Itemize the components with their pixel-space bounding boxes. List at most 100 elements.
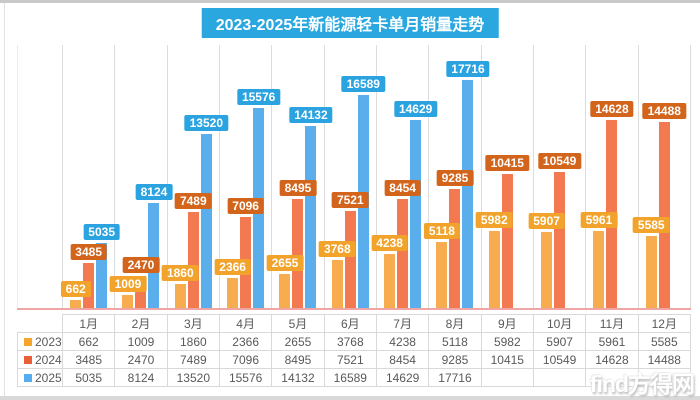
bar-slot-2024: 10549 (537, 153, 582, 308)
bar-group: 3768 7521 16589 (318, 75, 385, 308)
value-cell: 5982 (480, 332, 534, 351)
bar-value-label: 14628 (590, 100, 634, 117)
bar-value-label: 9285 (436, 169, 474, 186)
bar-slot-2024: 10415 (485, 155, 529, 308)
bar-value-label: 5035 (83, 224, 121, 241)
bar-value-label: 2366 (214, 258, 251, 275)
legend-entry: 2025 (20, 370, 62, 385)
legend-label: 2023 (35, 334, 62, 349)
value-cell: 7489 (166, 350, 220, 369)
bar-slot-2023: 5118 (423, 223, 460, 308)
bar-value-label: 17716 (446, 61, 490, 77)
legend-entry: 2024 (20, 352, 62, 367)
month-column-3月: 1860 7489 13520 (161, 45, 228, 308)
bar-slot-2023: 2366 (214, 258, 251, 308)
month-column-12月: 5585 14488 (632, 45, 691, 308)
bar-group: 2655 8495 14132 (266, 107, 333, 308)
month-header-cell: 10月 (532, 314, 587, 333)
bar-2023-9月 (488, 231, 500, 308)
bar-slot-2023: 5585 (632, 217, 670, 308)
value-cell: 7096 (218, 350, 273, 369)
bar-slot-2024: 8454 (384, 180, 421, 308)
bar-2023-2月 (122, 295, 134, 308)
value-cell: 14132 (271, 368, 325, 387)
value-cell: 8454 (375, 350, 430, 369)
value-cell: 662 (61, 332, 116, 351)
bar-slot-2025: 5035 (83, 224, 121, 308)
month-column-4月: 2366 7096 15576 (214, 45, 281, 308)
bar-group: 5585 14488 (632, 102, 690, 308)
bar-2023-7月 (384, 253, 396, 308)
value-cell: 2470 (114, 350, 168, 369)
bar-value-label: 4238 (371, 234, 408, 251)
bar-slot-2023: 1009 (109, 276, 147, 308)
bar-2025-2月 (148, 203, 160, 308)
bar-value-label: 15576 (236, 88, 281, 105)
bar-slot-2025: 14629 (393, 100, 438, 308)
bar-group: 5961 14628 (580, 100, 637, 308)
month-column-2月: 1009 2470 8124 (109, 45, 173, 308)
value-cell: 10415 (480, 350, 534, 369)
watermark: find方得网 (589, 371, 695, 397)
value-cell: 7521 (323, 350, 377, 369)
bar-slot-2024: 14488 (642, 102, 686, 308)
month-header-cell: 5月 (271, 314, 325, 333)
bar-slot-2024: 7489 (174, 192, 212, 308)
bar-slot-2023: 4238 (371, 234, 408, 308)
bar-2023-3月 (174, 284, 186, 308)
value-cell (585, 368, 639, 387)
bar-value-label: 5585 (632, 217, 670, 234)
legend-cell-2023: 2023 (17, 332, 63, 351)
value-cell: 14628 (585, 350, 639, 369)
bar-slot-2025: 13520 (184, 115, 228, 308)
bar-2023-5月 (279, 273, 291, 308)
value-cell: 13520 (166, 368, 220, 387)
bar-group: 4238 8454 14629 (371, 100, 438, 308)
legend-cell-2025: 2025 (17, 368, 63, 387)
bar-slot-2023: 5907 (528, 213, 565, 308)
bar-value-label: 7489 (174, 192, 212, 209)
value-cell: 8124 (114, 368, 168, 387)
value-cell: 14488 (637, 350, 692, 369)
value-cell: 1009 (114, 332, 168, 351)
bar-value-label: 5982 (475, 212, 513, 228)
value-cell: 5118 (428, 332, 482, 351)
bar-2024-9月 (501, 174, 513, 308)
bar-2024-2月 (135, 276, 147, 308)
month-column-1月: 662 3485 5035 (60, 45, 121, 308)
value-cell: 5907 (532, 332, 587, 351)
month-header-cell: 9月 (480, 314, 534, 333)
value-cell: 5961 (585, 332, 639, 351)
bar-value-label: 8495 (279, 179, 317, 196)
value-cell: 1860 (166, 332, 220, 351)
bar-slot-2024: 2470 (122, 257, 160, 308)
value-cell: 9285 (428, 350, 482, 369)
month-header-cell: 6月 (323, 314, 377, 333)
page-edge-left (4, 3, 5, 396)
value-cell: 2655 (271, 332, 325, 351)
value-cell: 15576 (218, 368, 273, 387)
bar-value-label: 2470 (122, 257, 160, 274)
bar-value-label: 10415 (485, 155, 529, 171)
bar-2024-12月 (658, 121, 670, 308)
legend-cell-2024: 2024 (17, 350, 63, 369)
value-cell: 8495 (271, 350, 325, 369)
value-cell: 17716 (428, 368, 482, 387)
month-column-8月: 5118 9285 17716 (423, 45, 490, 308)
bar-value-label: 7521 (331, 192, 369, 209)
legend-label: 2024 (35, 352, 62, 367)
bar-value-label: 2655 (266, 254, 304, 271)
bar-group: 2366 7096 15576 (214, 88, 281, 308)
value-cell: 14629 (375, 368, 430, 387)
month-column-11月: 5961 14628 (580, 45, 637, 308)
bar-group: 662 3485 5035 (60, 224, 121, 308)
month-column-5月: 2655 8495 14132 (266, 45, 333, 308)
bar-2025-3月 (200, 134, 212, 308)
bar-group: 1009 2470 8124 (109, 184, 173, 308)
legend-swatch-icon (24, 373, 32, 382)
legend-label: 2025 (35, 370, 62, 385)
value-cell: 10549 (532, 350, 587, 369)
month-header-cell: 1月 (61, 314, 116, 333)
bar-2025-5月 (305, 126, 317, 308)
